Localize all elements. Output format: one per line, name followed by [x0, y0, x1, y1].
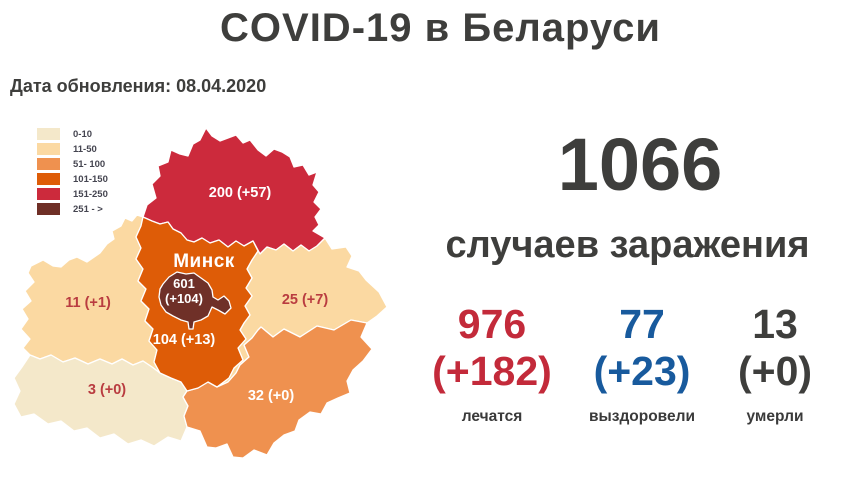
total-cases-caption: случаев заражения	[445, 224, 810, 266]
region-north-value: 200 (+57)	[208, 185, 272, 201]
legend-label: 101-150	[73, 173, 108, 185]
minsk-city-name: Минск	[173, 251, 235, 272]
legend-swatch	[37, 158, 60, 170]
region-southeast-path	[182, 319, 373, 459]
legend-row: 251 - >	[37, 203, 108, 215]
stat-deaths-delta: (+0)	[737, 348, 813, 394]
legend-row: 11-50	[37, 143, 108, 155]
region-southwest-value: 3 (+0)	[87, 382, 127, 398]
total-cases-number: 1066	[557, 123, 723, 206]
region-center-value: 104 (+13)	[152, 332, 216, 348]
region-southeast-value: 32 (+0)	[247, 388, 295, 404]
minsk-city-value: 601 (+104)	[165, 276, 203, 306]
legend-label: 0-10	[73, 128, 93, 140]
legend-swatch	[37, 143, 60, 155]
region-east-value: 25 (+7)	[281, 292, 329, 308]
update-date: Дата обновления: 08.04.2020	[10, 76, 267, 96]
stat-active-value: 976	[457, 301, 527, 347]
legend-label: 11-50	[73, 143, 97, 155]
legend-swatch	[37, 203, 60, 215]
legend-label: 51- 100	[73, 158, 106, 170]
legend: 0-10 11-50 51- 100 101-150 151-250 251 -…	[37, 128, 108, 218]
belarus-map: 200 (+57) Минск 601 (+104) 25 (+7) 11 (+…	[0, 110, 425, 479]
legend-row: 51- 100	[37, 158, 108, 170]
stat-deaths: 13 (+0) умерли	[697, 301, 843, 426]
legend-swatch	[37, 128, 60, 140]
stat-recovered-label: выздоровели	[588, 408, 696, 425]
stat-deaths-label: умерли	[746, 408, 804, 425]
page-title: COVID-19 в Беларуси	[220, 6, 661, 50]
minsk-city-value-line2: (+104)	[165, 291, 203, 306]
minsk-city-path	[158, 271, 232, 330]
stat-recovered-value: 77	[619, 301, 665, 347]
region-west-value: 11 (+1)	[65, 295, 111, 311]
legend-row: 101-150	[37, 173, 108, 185]
legend-label: 251 - >	[73, 203, 103, 215]
stat-active-delta: (+182)	[432, 348, 552, 394]
stat-active-label: лечатся	[461, 408, 523, 425]
legend-row: 0-10	[37, 128, 108, 140]
stat-recovered: 77 (+23) выздоровели	[563, 301, 721, 426]
legend-swatch	[37, 173, 60, 185]
stat-recovered-delta: (+23)	[593, 348, 691, 394]
minsk-city-value-line1: 601	[173, 276, 195, 291]
stat-deaths-value: 13	[752, 301, 798, 347]
stat-active: 976 (+182) лечатся	[413, 301, 571, 426]
legend-swatch	[37, 188, 60, 200]
legend-row: 151-250	[37, 188, 108, 200]
legend-label: 151-250	[73, 188, 108, 200]
